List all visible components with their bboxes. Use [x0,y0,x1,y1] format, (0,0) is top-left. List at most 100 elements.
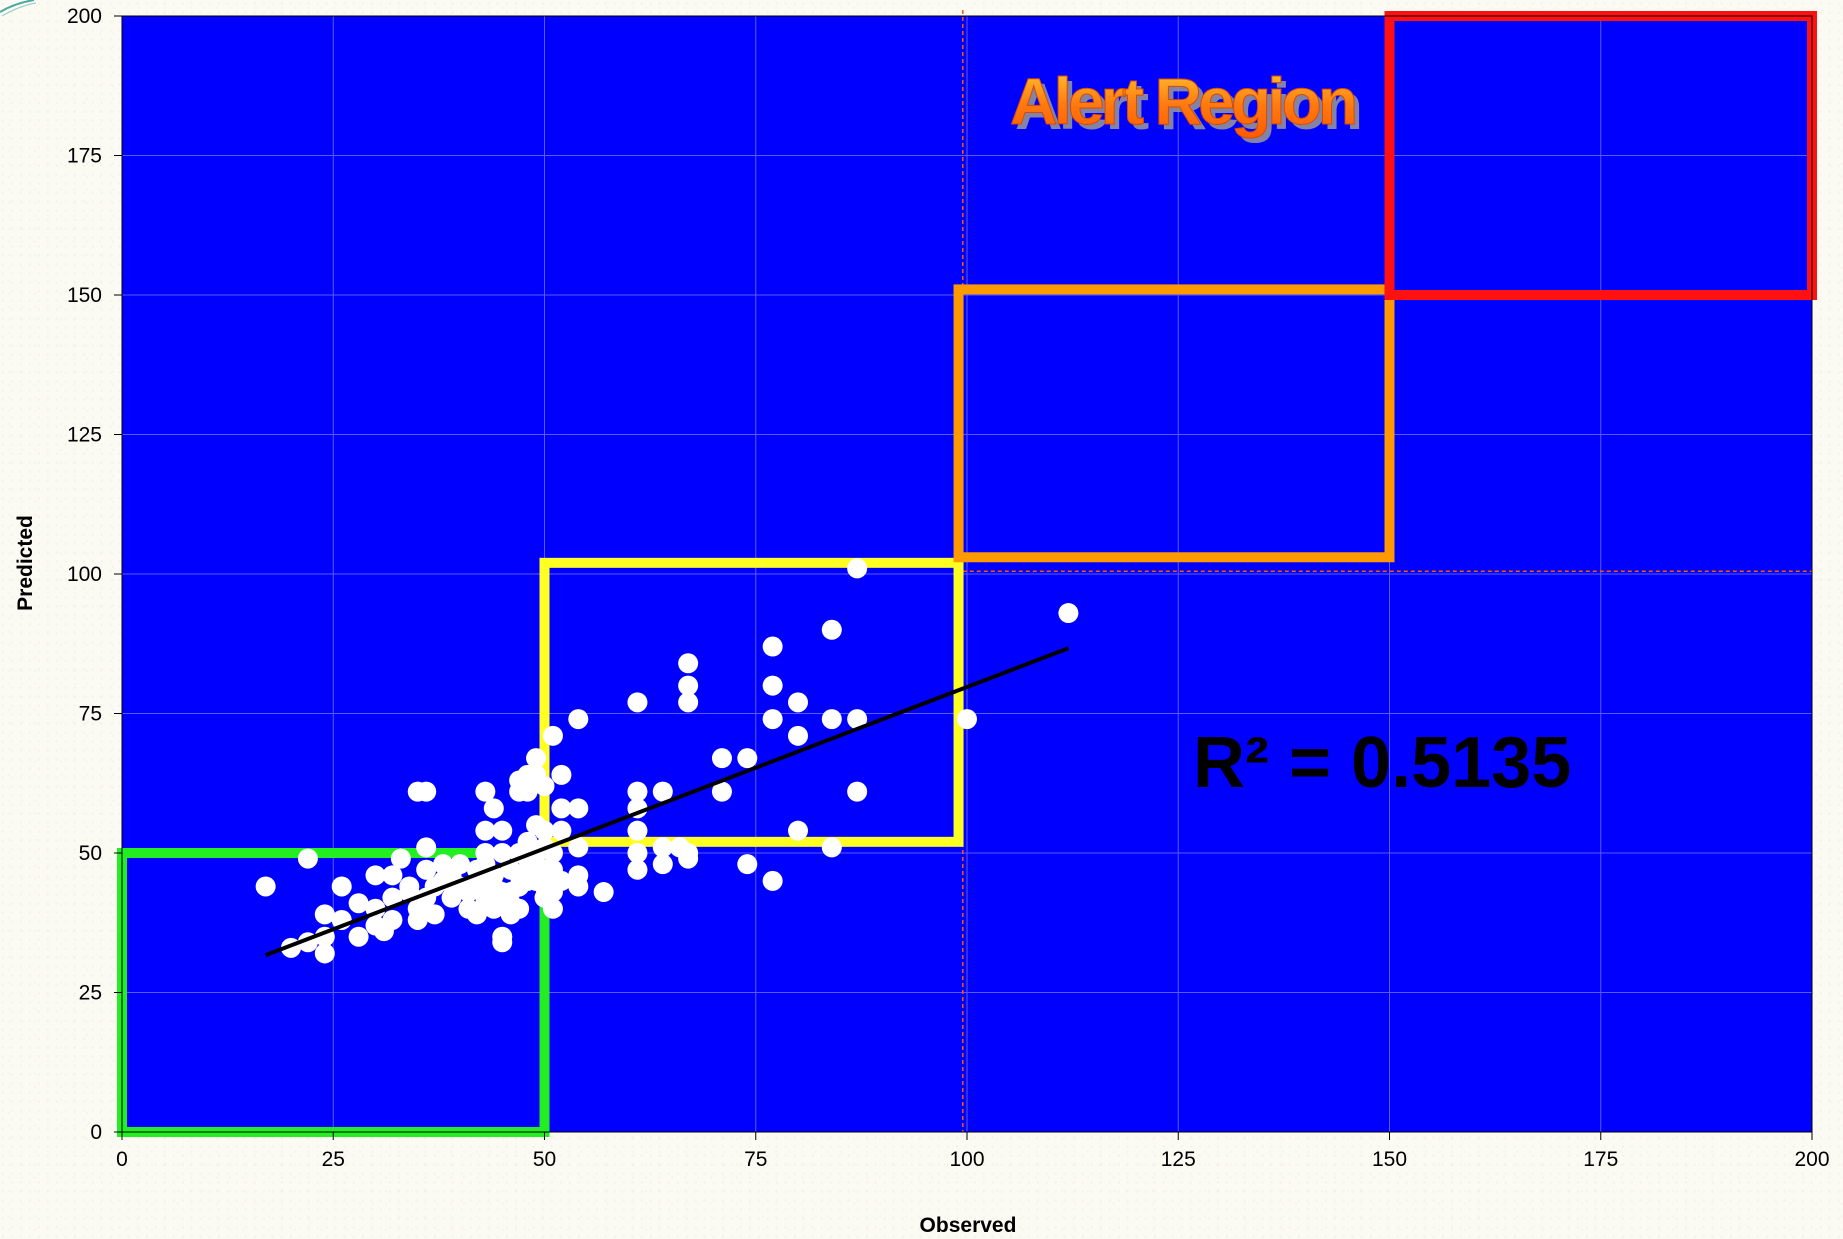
region-box-3 [953,284,1395,563]
axis-ticks: 0 25 50 75 100 125 150 175 200 0 25 50 75 100 125 150 17… [67,5,1830,1171]
data-point [416,781,437,802]
y-tick-label: 200 [67,5,102,28]
data-point [348,893,369,914]
data-point [475,820,496,841]
data-point [568,709,589,730]
data-point [534,776,555,797]
data-point [627,820,648,841]
data-point [551,820,572,841]
data-points [255,558,1079,964]
data-point [847,558,868,579]
data-point [593,882,614,903]
y-tick-label: 50 [79,842,102,865]
data-point [821,837,842,858]
data-point [542,898,563,919]
data-point [365,865,386,886]
data-point [847,781,868,802]
data-point [450,854,470,875]
y-tick-label: 100 [67,563,102,586]
data-point [255,876,276,897]
y-tick-label: 150 [67,284,102,307]
data-point [652,837,673,858]
data-point [492,843,513,863]
data-point [762,636,783,657]
y-tick-label: 125 [67,424,102,447]
data-point [788,692,808,713]
x-tick-label: 150 [1372,1148,1407,1171]
data-point [652,854,673,875]
data-point [534,820,555,841]
data-point [475,843,496,863]
data-point [551,798,572,819]
data-point [424,904,445,925]
data-point [492,926,513,947]
x-tick-label: 50 [533,1148,556,1171]
y-tick-label: 75 [79,703,102,726]
data-point [416,859,437,880]
region-box-2 [539,557,964,847]
data-point [788,820,808,841]
data-point [551,870,572,891]
x-tick-label: 0 [116,1148,128,1171]
data-point [348,926,369,947]
data-point [1058,603,1079,624]
data-point [821,619,842,640]
data-point [762,870,783,891]
data-point [678,653,699,674]
x-tick-label: 100 [949,1148,984,1171]
data-point [737,748,758,769]
x-tick-label: 175 [1583,1148,1618,1171]
y-tick-label: 0 [90,1121,102,1144]
data-point [390,848,411,869]
y-axis-title: Predicted [14,515,37,611]
data-point [568,837,589,858]
data-point [382,865,403,886]
data-point [509,898,530,919]
data-point [821,709,842,730]
data-point [382,909,403,930]
data-point [737,854,758,875]
data-point [314,943,335,964]
data-point [416,837,437,858]
y-tick-label: 175 [67,145,102,168]
data-point [762,709,783,730]
trendline-path [264,646,1070,957]
data-point [847,709,868,730]
data-point [678,692,699,713]
data-point [627,859,648,880]
corner-swoosh-decoration [0,0,35,13]
trendline [264,646,1070,957]
x-tick-label: 25 [322,1148,345,1171]
data-point [492,820,513,841]
data-point [542,725,563,746]
data-point [517,781,538,802]
data-point [788,725,808,746]
data-point [568,865,589,886]
x-tick-label: 125 [1161,1148,1196,1171]
x-tick-label: 75 [744,1148,767,1171]
data-point [526,748,547,769]
data-point [652,781,673,802]
x-axis-title: Observed [920,1214,1017,1237]
alert-region-shadow: Alert Region [1015,69,1360,143]
x-tick-label: 200 [1794,1148,1829,1171]
r-squared-label: R² = 0.5135 [1193,723,1571,803]
data-point [475,781,496,802]
data-point [314,904,335,925]
data-point [568,798,589,819]
data-point [762,675,783,696]
data-point [711,781,732,802]
data-point [711,748,732,769]
data-point [627,692,648,713]
data-point [957,709,977,730]
data-point [331,876,352,897]
alert-region-label: Alert Region [1010,64,1355,138]
data-point [627,843,648,863]
y-tick-label: 25 [79,982,102,1005]
data-point [678,843,699,863]
data-point [678,675,699,696]
data-point [627,781,648,802]
data-point [551,764,572,785]
data-point [483,798,504,819]
